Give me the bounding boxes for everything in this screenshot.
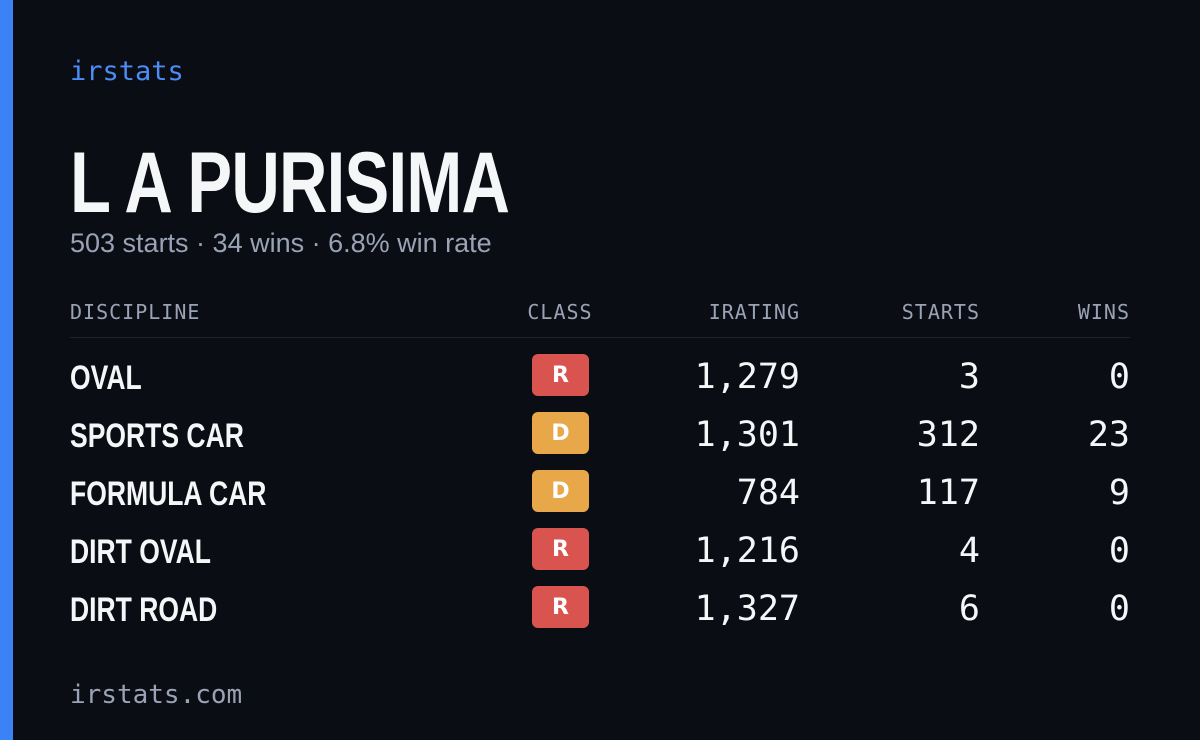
class-badge: R xyxy=(532,354,589,396)
brand: irstats xyxy=(70,56,184,87)
irating: 1,216 xyxy=(694,531,800,571)
irating: 1,301 xyxy=(694,415,800,455)
column-header: STARTS xyxy=(901,300,980,324)
starts: 3 xyxy=(958,357,980,397)
wins: 0 xyxy=(1108,589,1130,629)
irating: 1,279 xyxy=(694,357,800,397)
wins: 0 xyxy=(1108,357,1130,397)
starts: 312 xyxy=(916,415,980,455)
discipline: FORMULA CAR xyxy=(70,475,267,513)
column-header: CLASS xyxy=(527,300,593,324)
column-header: WINS xyxy=(1077,300,1130,324)
discipline: SPORTS CAR xyxy=(70,417,244,455)
irating: 784 xyxy=(736,473,800,513)
discipline: DIRT ROAD xyxy=(70,591,218,629)
wins: 23 xyxy=(1087,415,1130,455)
driver-name: L A PURISIMA xyxy=(70,135,510,231)
irating: 1,327 xyxy=(694,589,800,629)
starts: 6 xyxy=(958,589,980,629)
column-header: IRATING xyxy=(708,300,800,324)
column-header: DISCIPLINE xyxy=(70,300,201,324)
class-badge: D xyxy=(532,412,589,454)
class-badge: R xyxy=(532,586,589,628)
footer-url: irstats.com xyxy=(70,680,243,710)
accent-bar xyxy=(0,0,13,740)
summary: 503 starts · 34 wins · 6.8% win rate xyxy=(70,228,492,258)
wins: 9 xyxy=(1108,473,1130,513)
wins: 0 xyxy=(1108,531,1130,571)
discipline: DIRT OVAL xyxy=(70,533,211,571)
starts: 4 xyxy=(958,531,980,571)
discipline: OVAL xyxy=(70,359,142,397)
class-badge: R xyxy=(532,528,589,570)
header-rule xyxy=(70,337,1130,338)
starts: 117 xyxy=(916,473,980,513)
class-badge: D xyxy=(532,470,589,512)
